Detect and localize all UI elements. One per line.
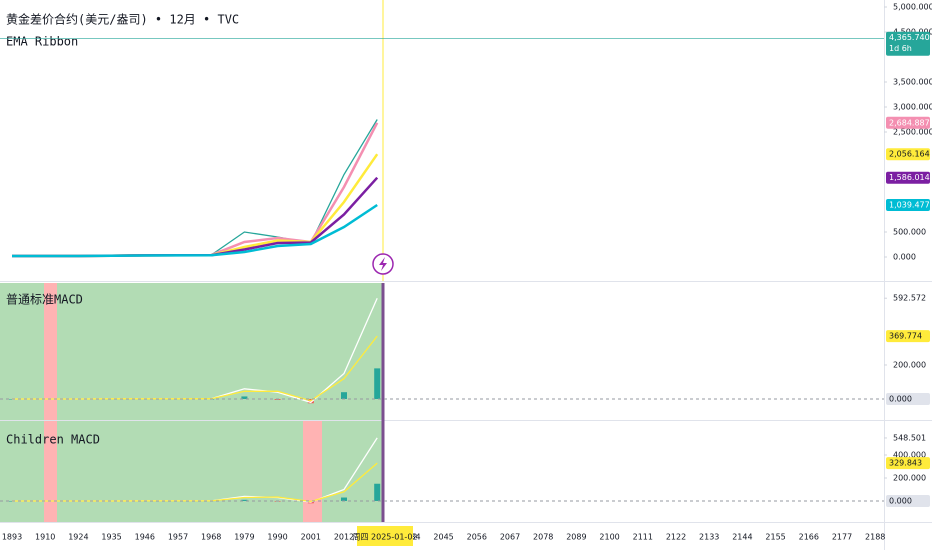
x-tick-label: 1893: [2, 533, 22, 542]
series-line: [12, 119, 378, 257]
x-tick-label: 1910: [35, 533, 55, 542]
value-badge: [886, 116, 930, 129]
value-badge-label: 4,365.740: [889, 33, 930, 42]
pane-background: [0, 283, 383, 420]
x-tick-label: 2012: [334, 533, 354, 542]
y-tick-label: 3,500.000: [893, 78, 932, 87]
x-tick-label: 2001: [301, 533, 321, 542]
value-badge: [886, 457, 930, 470]
highlight-band: [303, 421, 322, 522]
x-tick-label: 2078: [533, 533, 553, 542]
value-badge: [886, 171, 930, 184]
x-tick-label: 1946: [135, 533, 155, 542]
y-tick-label: 2,500.000: [893, 128, 932, 137]
x-tick-label: 1990: [267, 533, 287, 542]
value-badge: [886, 199, 930, 212]
value-badge: [886, 31, 930, 56]
x-tick-label: 2089: [566, 533, 586, 542]
value-badge-label: 2,684.887: [889, 118, 930, 127]
y-tick-label: 548.501: [893, 433, 926, 442]
x-tick-label: 1979: [234, 533, 254, 542]
value-badge-label: 1,586.014: [889, 173, 930, 182]
cursor-label: 周四 2025-01-02: [352, 533, 417, 542]
x-tick-label: 2133: [699, 533, 719, 542]
x-tick-label: 2056: [467, 533, 487, 542]
highlight-band: [44, 283, 57, 420]
x-tick-label: 2100: [599, 533, 619, 542]
value-badge: [886, 392, 930, 405]
value-badge: [886, 148, 930, 161]
x-tick-label: 2177: [832, 533, 852, 542]
countdown-label: 1d 6h: [889, 44, 912, 53]
x-tick-label: 2045: [433, 533, 453, 542]
x-tick-label: 2166: [799, 533, 819, 542]
value-badge-label: 0.000: [889, 394, 912, 403]
value-badge-label: 1,039.477: [889, 201, 930, 210]
indicator-title: 普通标准MACD: [6, 293, 83, 307]
cursor-badge: [357, 526, 413, 546]
histogram-bar: [241, 396, 248, 399]
histogram-bar: [241, 499, 248, 501]
chart-title: 黄金差价合约(美元/盎司) • 12月 • TVC: [6, 12, 239, 27]
value-badge: [886, 494, 930, 507]
value-badge-label: 369.774: [889, 332, 922, 341]
x-tick-label: 2067: [500, 533, 520, 542]
y-tick-label: 400.000: [893, 451, 926, 460]
histogram-bar: [374, 368, 381, 399]
indicator-title: Children MACD: [6, 433, 100, 447]
x-tick-label: 2188: [865, 533, 885, 542]
y-tick-label: 3,000.000: [893, 103, 932, 112]
y-tick-label: 592.572: [893, 294, 926, 303]
y-tick-label: 500.000: [893, 228, 926, 237]
series-line: [12, 153, 379, 258]
indicator-title: EMA Ribbon: [6, 35, 78, 49]
event-icon-bolt: [379, 257, 387, 271]
highlight-band: [44, 421, 57, 522]
x-tick-label: 2111: [633, 533, 653, 542]
series-line: [12, 203, 378, 258]
x-tick-label: 2155: [765, 533, 785, 542]
y-tick-label: 5,000.000: [893, 3, 932, 12]
histogram-bar: [341, 392, 347, 399]
value-badge-label: 0.000: [889, 496, 912, 505]
x-tick-label: 1924: [68, 533, 88, 542]
value-badge-label: 329.843: [889, 459, 922, 468]
x-tick-label: 2144: [732, 533, 752, 542]
x-tick-label: 1968: [201, 533, 221, 542]
value-badge-label: 2,056.164: [889, 150, 930, 159]
x-tick-label: 1957: [168, 533, 188, 542]
histogram-bar: [374, 483, 381, 501]
x-tick-label: 1935: [101, 533, 121, 542]
y-tick-label: 200.000: [893, 360, 926, 369]
value-badge: [886, 330, 930, 343]
series-line: [12, 122, 379, 258]
y-tick-label: 200.000: [893, 473, 926, 482]
x-tick-label: 2122: [666, 533, 686, 542]
y-tick-label: 0.000: [893, 253, 916, 262]
histogram-bar: [341, 497, 347, 501]
series-line: [12, 176, 379, 258]
